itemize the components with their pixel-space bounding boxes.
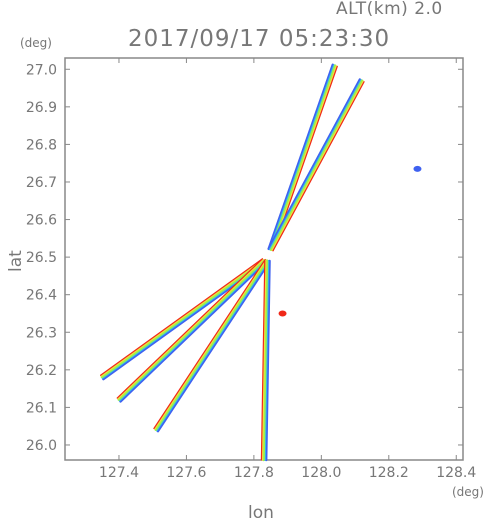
y-tick-label: 26.7: [26, 175, 57, 191]
echo-beam: [99, 258, 264, 376]
echo-beam: [271, 80, 364, 252]
echo-beam: [260, 260, 266, 461]
echo-beam: [269, 79, 364, 251]
x-tick-label: 127.6: [166, 465, 206, 481]
y-tick-label: 26.3: [26, 325, 57, 341]
echo-beam: [119, 261, 267, 403]
y-tick-label: 26.6: [26, 213, 57, 229]
y-tick-label: 26.0: [26, 438, 57, 454]
echo-beam: [117, 259, 265, 401]
y-tick-label: 26.9: [26, 100, 57, 116]
echo-blob: [278, 310, 287, 317]
y-tick-label: 27.0: [26, 62, 57, 78]
x-tick-label: 127.4: [99, 465, 139, 481]
echo-beam: [267, 78, 362, 250]
echo-beam: [153, 258, 266, 430]
y-tick-label: 26.2: [26, 363, 57, 379]
echo-beam: [156, 260, 271, 433]
echo-beam: [154, 259, 267, 430]
x-tick-label: 128.0: [301, 465, 341, 481]
y-tick-label: 26.1: [26, 400, 57, 416]
echo-beam: [116, 258, 263, 399]
echo-beam: [100, 259, 265, 379]
x-axis-label: lon: [248, 503, 274, 523]
x-tick-label: 127.8: [234, 465, 274, 481]
y-axis-unit: (deg): [20, 36, 52, 50]
echo-beam: [264, 259, 271, 462]
y-tick-label: 26.5: [26, 250, 57, 266]
echo-beam: [261, 260, 267, 461]
altitude-label: ALT(km) 2.0: [336, 0, 443, 19]
echo-beam: [267, 63, 334, 251]
x-axis-unit: (deg): [452, 485, 484, 499]
echo-beam: [100, 258, 264, 377]
y-tick-label: 26.4: [26, 288, 57, 304]
x-tick-label: 128.2: [369, 465, 409, 481]
echo-blob: [413, 165, 422, 172]
echo-beam: [271, 65, 338, 251]
echo-beam: [272, 81, 365, 252]
echo-beam: [117, 259, 264, 400]
timestamp-title: 2017/09/17 05:23:30: [128, 26, 391, 52]
x-tick-label: 128.4: [436, 465, 476, 481]
echo-beam: [269, 64, 337, 251]
echo-beam: [154, 259, 269, 431]
echo-beam: [262, 259, 269, 462]
y-tick-label: 26.8: [26, 137, 57, 153]
